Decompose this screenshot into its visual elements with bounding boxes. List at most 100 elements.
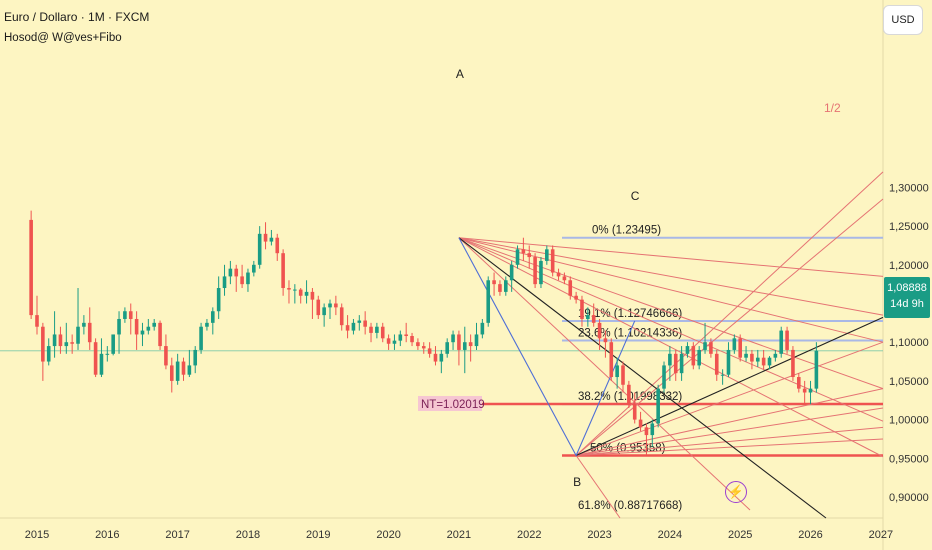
candle-body [427, 348, 432, 354]
candle-body [410, 336, 414, 343]
x-tick-label: 2021 [447, 529, 471, 541]
candle-body [46, 346, 51, 362]
candle-body [521, 249, 526, 254]
candle-body [679, 353, 684, 374]
candle-body [797, 377, 801, 389]
x-tick-label: 2015 [25, 529, 49, 541]
candle-body [181, 361, 186, 375]
x-tick-label: 2027 [869, 529, 893, 541]
indicator-label: Hosod@ W@ves+Fibo [4, 32, 122, 44]
candle-body [539, 260, 543, 285]
candle-body [668, 353, 672, 366]
candle-body [93, 342, 98, 375]
candle-body [808, 388, 813, 393]
fib-level-label: 0% (1.23495) [592, 225, 661, 237]
candle-body [504, 280, 508, 292]
candle-body [117, 318, 121, 335]
candle-body [380, 326, 385, 339]
candle-body [87, 322, 92, 343]
candle-body [70, 342, 74, 344]
candle-body [316, 299, 321, 316]
fib-level-label: 19.1% (1.12746666) [578, 308, 682, 320]
candle-body [322, 307, 326, 316]
candle-body [222, 276, 227, 289]
candle-body [123, 311, 127, 319]
candle-body [398, 334, 403, 341]
y-tick-label: 1,00000 [889, 415, 929, 427]
fan-line-b [575, 341, 884, 456]
fan-line-b [575, 455, 621, 519]
candle-body [404, 334, 408, 337]
candle-body [234, 268, 239, 277]
fan-line-b [576, 407, 884, 457]
candle-body [187, 365, 192, 375]
candle-body [457, 334, 461, 350]
candle-body [556, 272, 561, 277]
x-tick-label: 2020 [376, 529, 400, 541]
candle-body [802, 388, 807, 393]
candle-body [41, 326, 45, 362]
candle-body [703, 342, 707, 350]
candle-body [750, 353, 754, 362]
candle-body [416, 342, 420, 347]
candle-body [369, 326, 373, 333]
candle-body [744, 353, 748, 358]
candle-body [275, 237, 280, 254]
candle-body [99, 353, 104, 375]
candle-body [246, 272, 250, 285]
candle-body [691, 346, 696, 366]
candle-body [791, 349, 795, 378]
candle-body [498, 284, 502, 292]
fan-ratio-label: 1/2 [824, 101, 841, 115]
x-tick-label: 2017 [165, 529, 189, 541]
candle-body [533, 257, 537, 285]
wave-point-label: B [573, 475, 581, 489]
candle-body [697, 349, 701, 366]
candle-body [345, 325, 350, 331]
candle-body [64, 342, 69, 347]
currency-button[interactable]: USD [883, 5, 923, 35]
candle-body [685, 346, 690, 354]
candle-body [650, 423, 655, 436]
y-tick-label: 1,30000 [889, 182, 929, 194]
candle-body [779, 330, 784, 354]
candle-body [515, 249, 520, 265]
candle-body [603, 338, 608, 343]
candle-body [755, 357, 760, 362]
candle-body [140, 330, 145, 335]
candle-body [439, 353, 444, 362]
candle-body [363, 320, 367, 327]
candle-body [615, 365, 619, 378]
candle-body [562, 276, 567, 281]
candle-body [545, 249, 549, 261]
candle-body [52, 334, 57, 347]
y-tick-label: 1,05000 [889, 376, 929, 388]
wave-line [458, 237, 636, 457]
candle-body [597, 322, 602, 339]
x-tick-label: 2025 [728, 529, 752, 541]
candle-body [445, 342, 449, 354]
x-tick-label: 2018 [236, 529, 260, 541]
candle-body [586, 315, 590, 319]
candle-body [451, 334, 455, 343]
candle-body [656, 388, 660, 424]
candle-body [199, 326, 203, 350]
candle-body [644, 427, 649, 436]
candle-body [328, 303, 332, 308]
candle-body [480, 322, 485, 335]
candle-body [105, 353, 110, 355]
fib-level-label: 23.6% (1.10214336) [578, 328, 682, 340]
candle-body [738, 338, 742, 358]
candle-body [421, 346, 426, 349]
candle-body [228, 268, 233, 277]
candle-body [298, 289, 303, 296]
candle-body [726, 349, 731, 375]
lightning-icon[interactable]: ⚡ [725, 481, 747, 503]
candle-body [386, 338, 391, 344]
fan-line-b [576, 438, 884, 457]
candle-body [550, 249, 555, 273]
fan-line-b [575, 171, 884, 456]
chart-title: Euro / Dollaro · 1M · FXCM [4, 10, 150, 24]
